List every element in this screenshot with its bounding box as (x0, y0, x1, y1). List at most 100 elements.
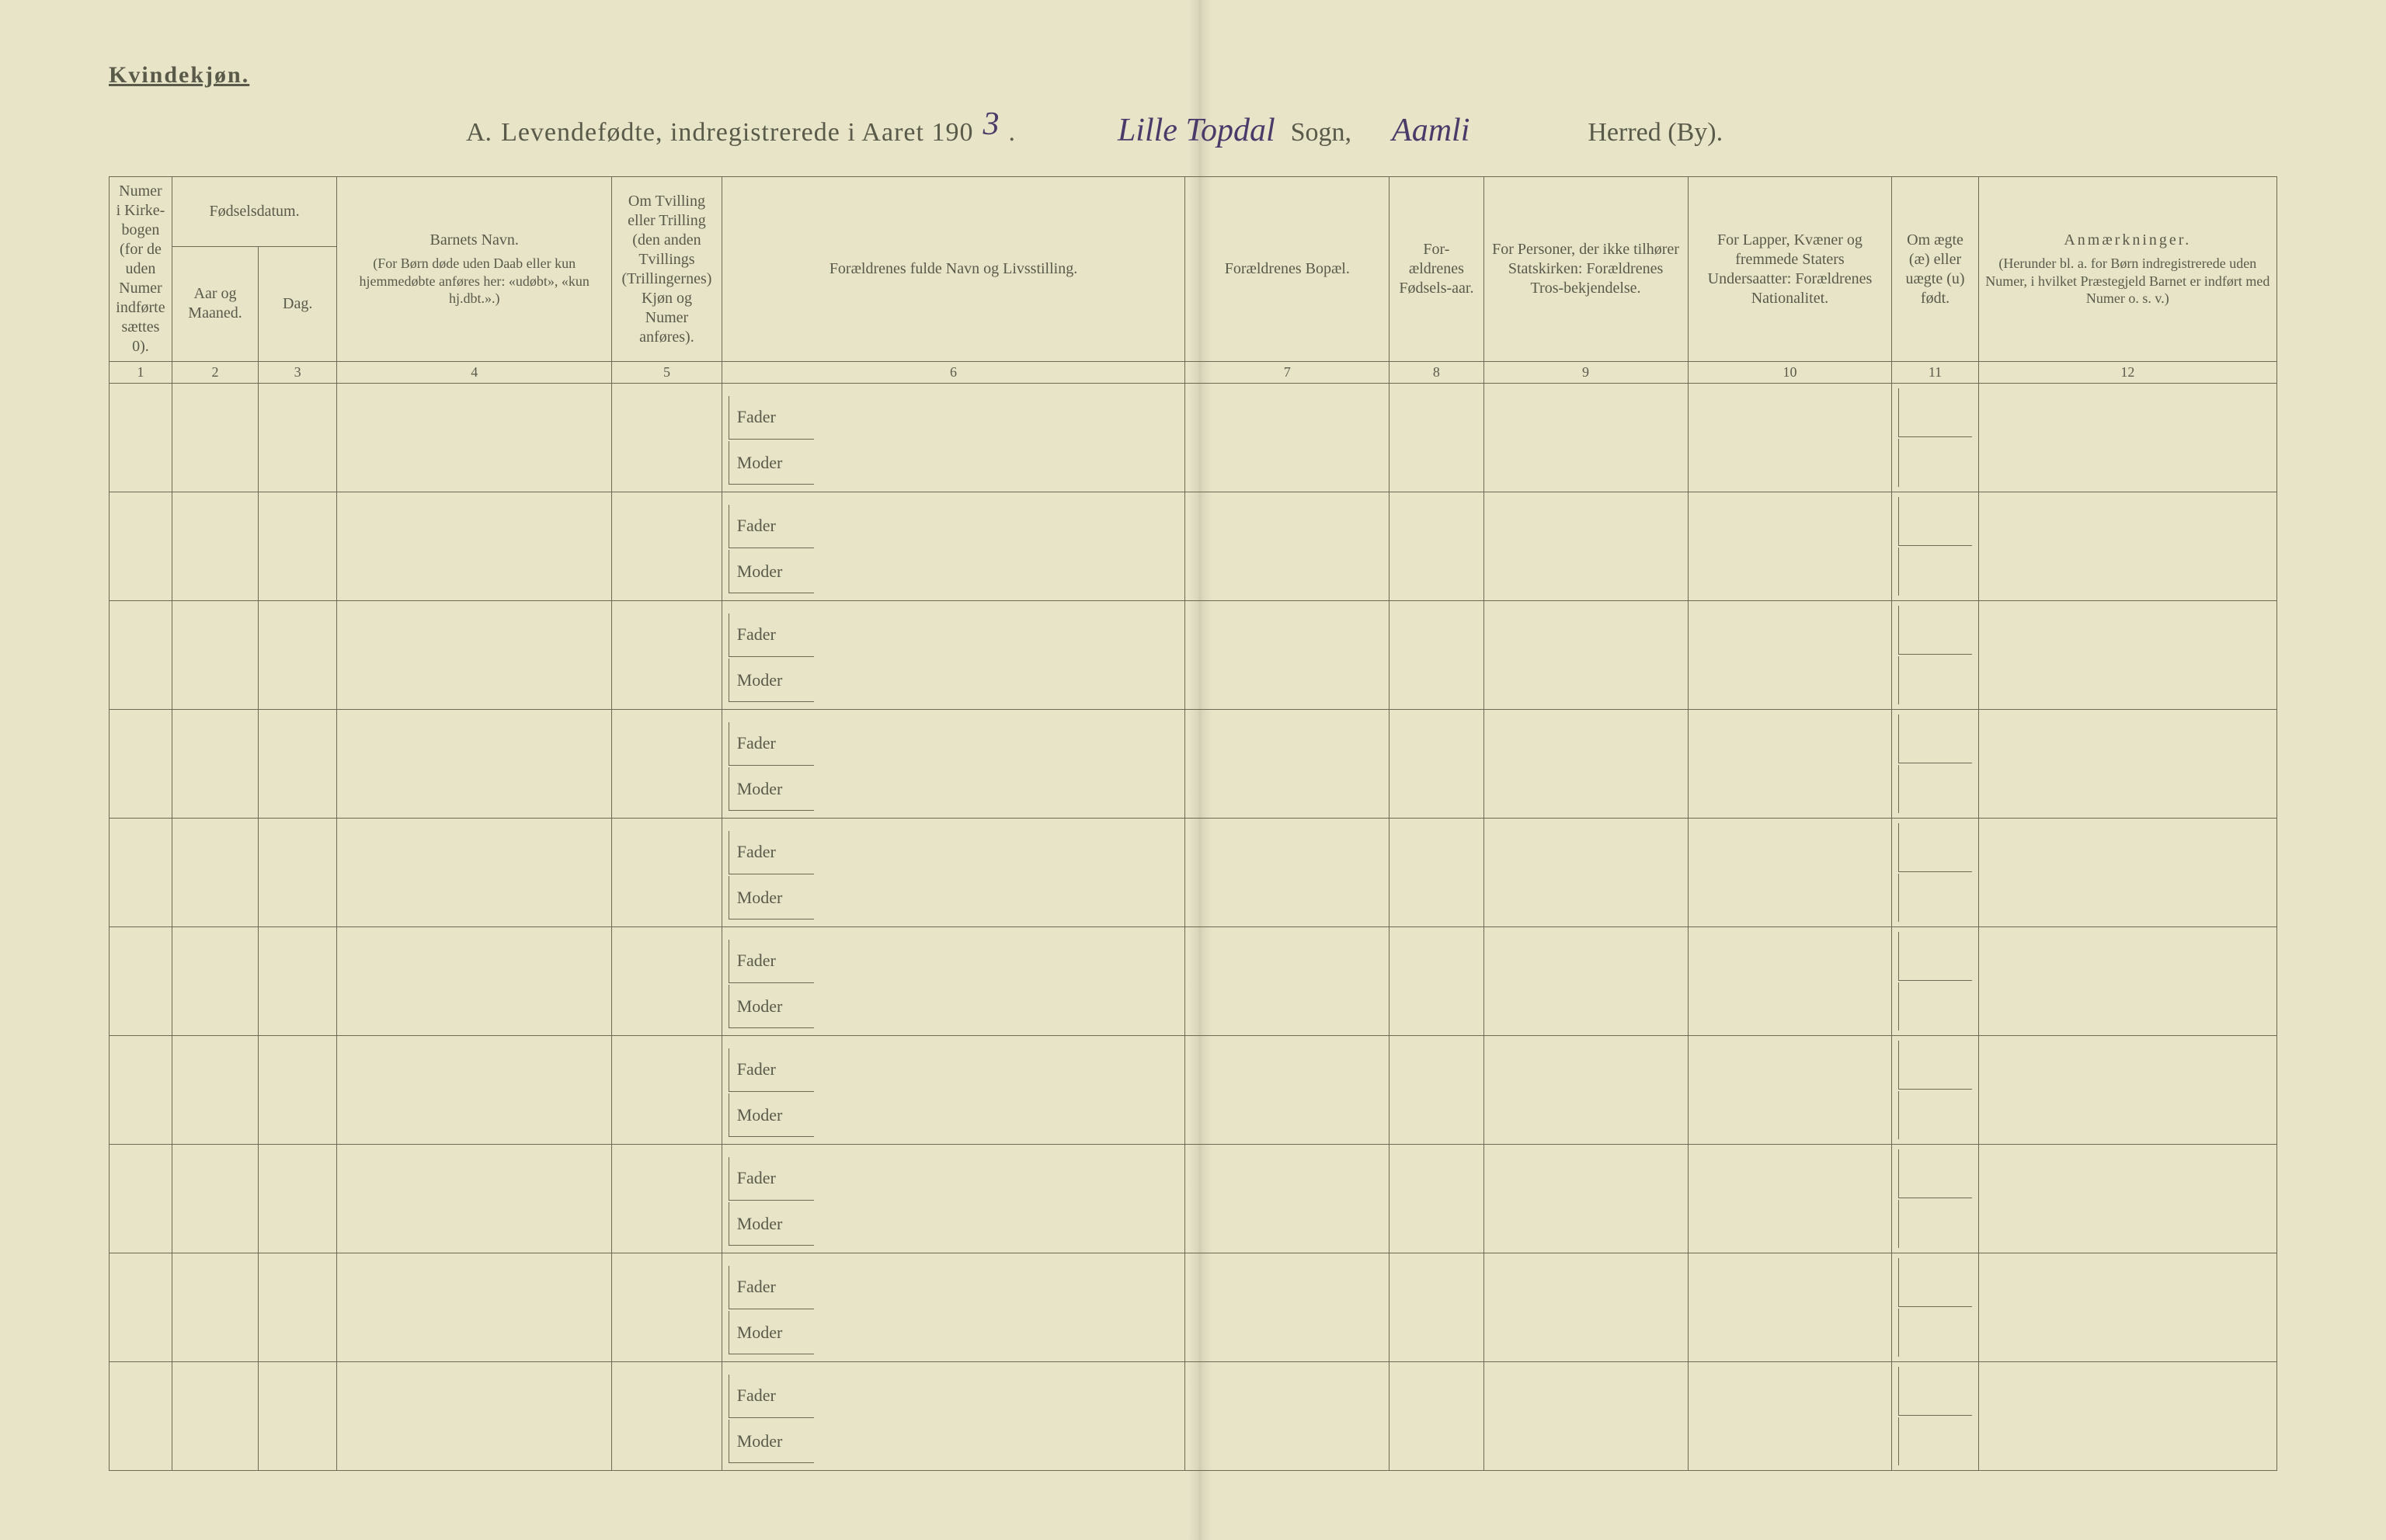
year-suffix-handwritten: 3 (983, 106, 999, 143)
cell-col-1 (110, 709, 172, 818)
parents-block: FaderModer (729, 388, 1179, 487)
colnum-6: 6 (722, 362, 1185, 384)
cell-col-7 (1185, 709, 1390, 818)
col-header-12-sublabel: (Herunder bl. a. for Børn indregistrered… (1985, 255, 2270, 308)
father-row: Fader (729, 1041, 1179, 1092)
legitimacy-father-tick (1898, 388, 1971, 437)
cell-col-4 (337, 926, 612, 1035)
cell-col-2 (172, 1253, 258, 1361)
cell-col-9 (1483, 383, 1688, 492)
cell-col-9 (1483, 926, 1688, 1035)
colnum-5: 5 (612, 362, 722, 384)
legitimacy-father-tick (1898, 497, 1971, 546)
cell-col-1 (110, 492, 172, 600)
col-header-12-label: Anmærkninger. (1985, 231, 2270, 250)
colnum-2: 2 (172, 362, 258, 384)
legitimacy-father-tick (1898, 1149, 1971, 1198)
father-label: Fader (729, 1048, 814, 1092)
legitimacy-split (1898, 1258, 1971, 1357)
table-head: Numer i Kirke-bogen (for de uden Numer i… (110, 177, 2277, 384)
father-row: Fader (729, 1367, 1179, 1418)
parents-block: FaderModer (729, 1041, 1179, 1139)
cell-col-3 (259, 492, 337, 600)
cell-col-8 (1390, 383, 1483, 492)
herred-label: Herred (By). (1588, 118, 1723, 148)
cell-col-12 (1978, 383, 2276, 492)
father-row: Fader (729, 606, 1179, 657)
cell-col-11 (1892, 709, 1978, 818)
legitimacy-father-tick (1898, 1041, 1971, 1090)
legitimacy-split (1898, 1367, 1971, 1465)
mother-row: Moder (729, 1201, 1179, 1248)
col-header-7: Forældrenes Bopæl. (1185, 177, 1390, 362)
cell-col-11 (1892, 926, 1978, 1035)
cell-col-6: FaderModer (722, 600, 1185, 709)
legitimacy-father-tick (1898, 714, 1971, 763)
cell-col-8 (1390, 1035, 1483, 1144)
cell-col-6: FaderModer (722, 383, 1185, 492)
cell-col-2 (172, 1361, 258, 1470)
father-label: Fader (729, 505, 814, 548)
parents-block: FaderModer (729, 714, 1179, 813)
cell-col-9 (1483, 600, 1688, 709)
cell-col-11 (1892, 1361, 1978, 1470)
cell-col-4 (337, 1253, 612, 1361)
cell-col-6: FaderModer (722, 1035, 1185, 1144)
col-header-1: Numer i Kirke-bogen (for de uden Numer i… (110, 177, 172, 362)
cell-col-11 (1892, 492, 1978, 600)
cell-col-10 (1688, 926, 1892, 1035)
cell-col-12 (1978, 926, 2276, 1035)
cell-col-5 (612, 1144, 722, 1253)
father-row: Fader (729, 388, 1179, 440)
col-header-2: Aar og Maaned. (172, 246, 258, 361)
mother-label: Moder (729, 1093, 814, 1137)
cell-col-10 (1688, 1144, 1892, 1253)
legitimacy-split (1898, 932, 1971, 1031)
cell-col-3 (259, 1144, 337, 1253)
cell-col-5 (612, 1253, 722, 1361)
cell-col-12 (1978, 1361, 2276, 1470)
legitimacy-father-tick (1898, 1367, 1971, 1416)
mother-row: Moder (729, 1418, 1179, 1465)
colnum-10: 10 (1688, 362, 1892, 384)
cell-col-5 (612, 383, 722, 492)
table-row: FaderModer (110, 1361, 2277, 1470)
cell-col-11 (1892, 1035, 1978, 1144)
father-label: Fader (729, 722, 814, 766)
section-letter: A. (466, 118, 492, 148)
cell-col-2 (172, 492, 258, 600)
father-row: Fader (729, 932, 1179, 983)
legitimacy-father-tick (1898, 1258, 1971, 1307)
table-body: FaderModerFaderModerFaderModerFaderModer… (110, 383, 2277, 1470)
cell-col-8 (1390, 492, 1483, 600)
legitimacy-split (1898, 1149, 1971, 1248)
cell-col-8 (1390, 1144, 1483, 1253)
cell-col-10 (1688, 1035, 1892, 1144)
cell-col-12 (1978, 1035, 2276, 1144)
legitimacy-split (1898, 388, 1971, 487)
cell-col-8 (1390, 926, 1483, 1035)
cell-col-8 (1390, 600, 1483, 709)
mother-label: Moder (729, 985, 814, 1028)
cell-col-3 (259, 926, 337, 1035)
cell-col-5 (612, 600, 722, 709)
col-header-11: Om ægte (æ) eller uægte (u) født. (1892, 177, 1978, 362)
colnum-9: 9 (1483, 362, 1688, 384)
mother-row: Moder (729, 983, 1179, 1031)
mother-label: Moder (729, 1420, 814, 1463)
cell-col-4 (337, 1361, 612, 1470)
cell-col-7 (1185, 1361, 1390, 1470)
cell-col-11 (1892, 600, 1978, 709)
parents-block: FaderModer (729, 932, 1179, 1031)
legitimacy-mother-tick (1898, 1309, 1971, 1357)
cell-col-2 (172, 600, 258, 709)
cell-col-9 (1483, 818, 1688, 926)
parents-block: FaderModer (729, 1149, 1179, 1248)
cell-col-10 (1688, 1253, 1892, 1361)
cell-col-12 (1978, 818, 2276, 926)
cell-col-1 (110, 926, 172, 1035)
table-row: FaderModer (110, 492, 2277, 600)
father-label: Fader (729, 940, 814, 983)
cell-col-10 (1688, 818, 1892, 926)
cell-col-12 (1978, 1253, 2276, 1361)
